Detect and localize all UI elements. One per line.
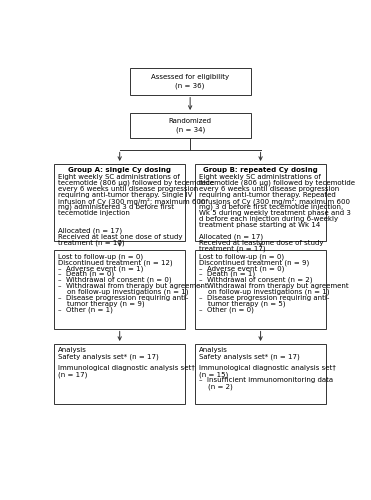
Text: –  Withdrawal from therapy but agreement: – Withdrawal from therapy but agreement <box>198 283 348 289</box>
Text: Immunological diagnostic analysis set†: Immunological diagnostic analysis set† <box>198 366 335 372</box>
Text: –  Adverse event (n = 1): – Adverse event (n = 1) <box>58 265 143 272</box>
Bar <box>54 250 185 328</box>
Bar <box>195 164 326 241</box>
Text: –  Withdrawal of consent (n = 2): – Withdrawal of consent (n = 2) <box>198 277 312 283</box>
Text: Group A: single Cy dosing: Group A: single Cy dosing <box>68 168 171 173</box>
Text: Analysis: Analysis <box>58 348 86 354</box>
Text: Received at least one dose of study: Received at least one dose of study <box>58 234 182 239</box>
Text: Safety analysis set* (n = 17): Safety analysis set* (n = 17) <box>198 354 299 360</box>
Text: treatment (n = 17): treatment (n = 17) <box>198 246 265 252</box>
Text: tecemotide (806 μg) followed by tecemotide: tecemotide (806 μg) followed by tecemoti… <box>198 180 355 186</box>
Bar <box>130 68 250 94</box>
Text: tumor therapy (n = 9): tumor therapy (n = 9) <box>58 301 144 308</box>
Text: on follow-up investigations (n = 1): on follow-up investigations (n = 1) <box>198 289 329 296</box>
Text: Lost to follow-up (n = 0): Lost to follow-up (n = 0) <box>198 253 284 260</box>
Bar <box>130 113 250 138</box>
Text: requiring anti-tumor therapy. Repeated: requiring anti-tumor therapy. Repeated <box>198 192 335 198</box>
Text: every 6 weeks until disease progression: every 6 weeks until disease progression <box>198 186 339 192</box>
Text: –  Withdrawal from therapy but agreement: – Withdrawal from therapy but agreement <box>58 283 207 289</box>
Text: Assessed for eligibility
(n = 36): Assessed for eligibility (n = 36) <box>151 74 229 88</box>
Text: Safety analysis set* (n = 17): Safety analysis set* (n = 17) <box>58 354 158 360</box>
Text: –  Death (n = 0): – Death (n = 0) <box>58 271 114 278</box>
Text: Randomized
(n = 34): Randomized (n = 34) <box>169 118 211 133</box>
Text: Eight weekly SC administrations of: Eight weekly SC administrations of <box>198 174 321 180</box>
Text: requiring anti-tumor therapy. Single IV: requiring anti-tumor therapy. Single IV <box>58 192 192 198</box>
Text: (n = 2): (n = 2) <box>198 383 232 390</box>
Text: Group B: repeated Cy dosing: Group B: repeated Cy dosing <box>203 168 318 173</box>
Text: infusion of Cy (300 mg/m²; maximum 600: infusion of Cy (300 mg/m²; maximum 600 <box>58 198 205 205</box>
Text: –  Disease progression requiring anti-: – Disease progression requiring anti- <box>58 295 188 301</box>
Text: Analysis: Analysis <box>198 348 227 354</box>
Bar <box>54 344 185 404</box>
Text: –  Other (n = 0): – Other (n = 0) <box>198 307 253 314</box>
Text: tecemotide injection: tecemotide injection <box>58 210 129 216</box>
Text: (n = 17): (n = 17) <box>58 372 87 378</box>
Text: tecemotide (806 μg) followed by tecemotide: tecemotide (806 μg) followed by tecemoti… <box>58 180 214 186</box>
Text: mg) administered 3 d before first: mg) administered 3 d before first <box>58 204 174 210</box>
Text: Discontinued treatment (n = 12): Discontinued treatment (n = 12) <box>58 259 173 266</box>
Text: treatment phase starting at Wk 14: treatment phase starting at Wk 14 <box>198 222 320 228</box>
Text: –  Disease progression requiring anti-: – Disease progression requiring anti- <box>198 295 329 301</box>
Text: on follow-up investigations (n = 1): on follow-up investigations (n = 1) <box>58 289 188 296</box>
Text: treatment (n = 17): treatment (n = 17) <box>58 240 124 246</box>
Text: –  Withdrawal of consent (n = 0): – Withdrawal of consent (n = 0) <box>58 277 171 283</box>
Text: d before each injection during 6-weekly: d before each injection during 6-weekly <box>198 216 338 222</box>
Text: (n = 15): (n = 15) <box>198 372 228 378</box>
Text: Discontinued treatment (n = 9): Discontinued treatment (n = 9) <box>198 259 309 266</box>
Text: tumor therapy (n = 5): tumor therapy (n = 5) <box>198 301 285 308</box>
Text: Allocated (n = 17): Allocated (n = 17) <box>58 228 122 234</box>
Text: Immunological diagnostic analysis set†: Immunological diagnostic analysis set† <box>58 366 195 372</box>
Bar <box>195 250 326 328</box>
Text: infusions of Cy (300 mg/m²; maximum 600: infusions of Cy (300 mg/m²; maximum 600 <box>198 198 349 205</box>
Text: –  Other (n = 1): – Other (n = 1) <box>58 307 113 314</box>
Text: Eight weekly SC administrations of: Eight weekly SC administrations of <box>58 174 180 180</box>
Text: Received at least one dose of study: Received at least one dose of study <box>198 240 323 246</box>
Text: –  Insufficient immunomonitoring data: – Insufficient immunomonitoring data <box>198 377 333 383</box>
Bar <box>54 164 185 241</box>
Text: mg) 3 d before first tecemotide injection,: mg) 3 d before first tecemotide injectio… <box>198 204 343 210</box>
Text: Lost to follow-up (n = 0): Lost to follow-up (n = 0) <box>58 253 143 260</box>
Text: Wk 5 during weekly treatment phase and 3: Wk 5 during weekly treatment phase and 3 <box>198 210 351 216</box>
Text: every 6 weeks until disease progression: every 6 weeks until disease progression <box>58 186 198 192</box>
Text: –  Death (n = 1): – Death (n = 1) <box>198 271 255 278</box>
Bar <box>195 344 326 404</box>
Text: –  Adverse event (n = 0): – Adverse event (n = 0) <box>198 265 284 272</box>
Text: Allocated (n = 17): Allocated (n = 17) <box>198 234 263 240</box>
